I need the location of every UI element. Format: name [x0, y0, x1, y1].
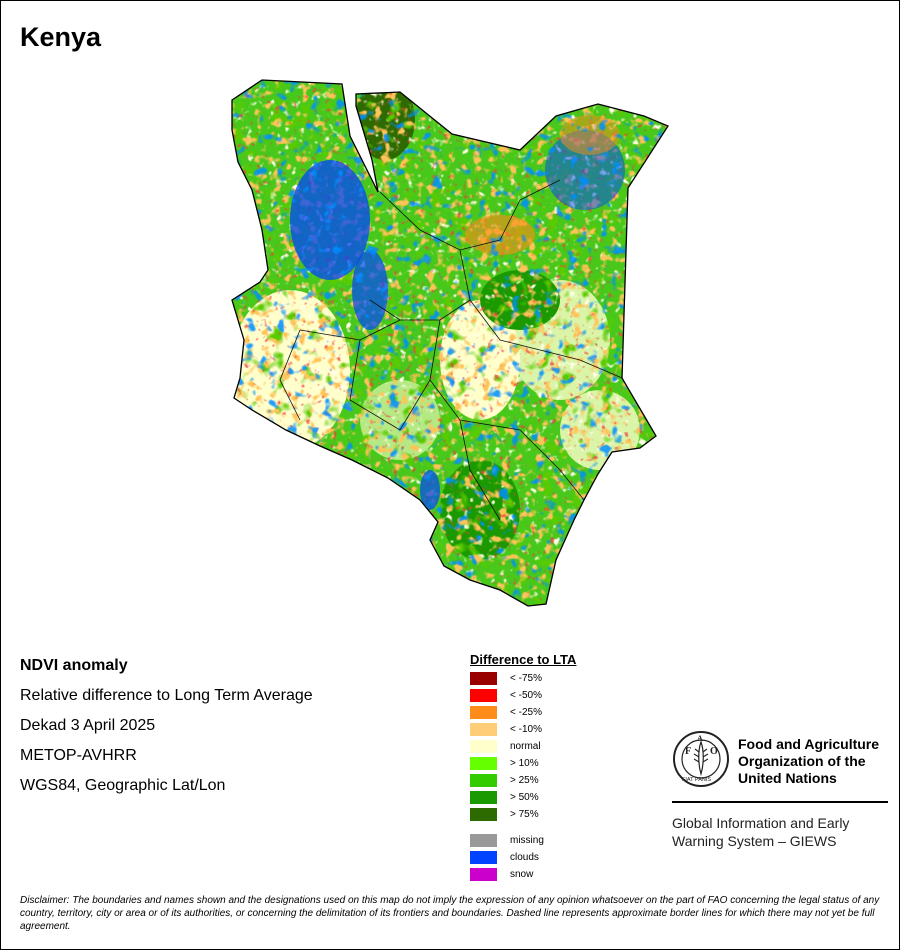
legend-swatch [470, 791, 497, 804]
legend-swatch [470, 851, 497, 864]
legend-swatch [470, 808, 497, 821]
fao-org-line1: Food and Agriculture [738, 736, 880, 752]
admin-boundaries [279, 179, 623, 521]
fao-org-name: Food and Agriculture Organization of the… [738, 736, 898, 787]
legend-label: < -10% [510, 724, 542, 735]
info-sensor: METOP-AVHRR [20, 747, 137, 764]
fao-logo-letter-f: F [685, 746, 691, 757]
fao-logo-letter-o: O [710, 746, 718, 757]
legend-swatch [470, 672, 497, 685]
legend-label: > 25% [510, 775, 539, 786]
legend-label: < -25% [510, 707, 542, 718]
ndvi-raster [232, 80, 668, 606]
legend-swatch [470, 868, 497, 881]
giews-line1: Global Information and Early [672, 815, 850, 831]
info-projection: WGS84, Geographic Lat/Lon [20, 777, 226, 794]
map-title: Kenya [20, 22, 102, 52]
legend-swatch [470, 834, 497, 847]
legend-label: < -75% [510, 673, 542, 684]
legend-label: < -50% [510, 690, 542, 701]
legend-swatch [470, 723, 497, 736]
legend-label: > 50% [510, 792, 539, 803]
legend-swatch [470, 740, 497, 753]
giews-line2: Warning System – GIEWS [672, 833, 837, 849]
legend-label: > 10% [510, 758, 539, 769]
disclaimer: Disclaimer: The boundaries and names sho… [20, 895, 880, 932]
legend-title: Difference to LTA [470, 652, 577, 667]
info-period: Dekad 3 April 2025 [20, 717, 156, 734]
fao-logo-motto: FIAT PANIS [682, 777, 711, 783]
fao-divider [672, 801, 888, 803]
info-subtitle: Relative difference to Long Term Average [20, 687, 313, 704]
map-info: NDVI anomaly Relative difference to Long… [20, 656, 313, 806]
legend-label: missing [510, 835, 544, 846]
legend: Difference to LTA < -75% < -50% < -25% < -1… [470, 652, 650, 881]
legend-label: > 75% [510, 809, 539, 820]
legend-label: clouds [510, 852, 539, 863]
giews-name: Global Information and Early Warning Sys… [672, 814, 888, 850]
fao-logo-icon: F A O FIAT PANIS [673, 731, 729, 787]
legend-swatch [470, 757, 497, 770]
legend-swatch [470, 774, 497, 787]
fao-org-line2: Organization of the [738, 753, 866, 769]
fao-logo-letter-a: A [697, 734, 703, 743]
fao-org-line3: United Nations [738, 770, 837, 786]
legend-swatch [470, 689, 497, 702]
legend-swatch [470, 706, 497, 719]
legend-label: normal [510, 741, 541, 752]
info-heading: NDVI anomaly [20, 657, 128, 674]
kenya-ndvi-map [231, 79, 669, 607]
legend-label: snow [510, 869, 534, 880]
